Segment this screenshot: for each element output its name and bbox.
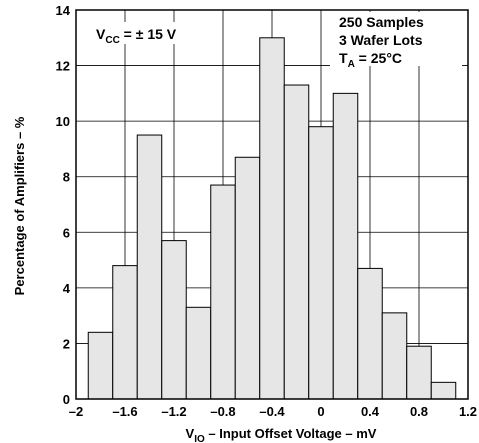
y-tick-label: 2 — [63, 336, 70, 351]
y-tick-label: 4 — [63, 281, 71, 296]
samples-note: 250 Samples — [339, 14, 424, 30]
histogram-bar — [210, 184, 236, 400]
histogram-bar — [308, 126, 334, 400]
vcc-backdrop — [92, 22, 214, 44]
x-tick-label: 1.2 — [459, 404, 477, 419]
x-tick-label: 0 — [317, 404, 324, 419]
x-tick-label: 0.8 — [410, 404, 428, 419]
x-tick-label: –2 — [69, 404, 83, 419]
x-tick-label: –0.8 — [210, 404, 235, 419]
histogram-bar — [87, 331, 114, 400]
wafer-lots-note: 3 Wafer Lots — [339, 32, 423, 48]
histogram-bar — [234, 156, 261, 400]
histogram-bar — [112, 265, 138, 400]
y-tick-label: 12 — [56, 59, 70, 74]
histogram-bar — [381, 312, 408, 400]
x-axis-title: VIO – Input Offset Voltage – mV — [186, 426, 377, 443]
histogram-bar — [161, 240, 187, 400]
y-tick-label: 6 — [63, 225, 70, 240]
x-tick-label: –1.6 — [112, 404, 137, 419]
x-tick-label: –1.2 — [161, 404, 186, 419]
y-tick-label: 0 — [63, 392, 70, 407]
x-tick-label: 0.4 — [361, 404, 380, 419]
y-tick-label: 10 — [56, 114, 70, 129]
histogram-bar — [430, 381, 457, 400]
histogram-bar — [406, 345, 432, 400]
y-tick-labels: 0 2 4 6 8 10 12 14 — [56, 3, 71, 407]
annotation-backdrop — [330, 12, 462, 66]
histogram-bar — [185, 306, 212, 400]
plot-frame — [75, 9, 469, 400]
y-tick-label: 14 — [56, 3, 71, 18]
bars — [87, 37, 457, 400]
temperature-note: TA = 25°C — [339, 50, 402, 70]
y-tick-label: 8 — [63, 170, 70, 185]
histogram-bar — [283, 84, 310, 400]
histogram-bar — [332, 92, 359, 400]
histogram-bar — [259, 37, 285, 400]
supply-voltage-note: VCC = ± 15 V — [96, 26, 177, 46]
histogram-bar — [136, 134, 163, 400]
x-tick-labels: –2 –1.6 –1.2 –0.8 –0.4 0 0.4 0.8 1.2 — [69, 404, 477, 419]
x-tick-label: –0.4 — [259, 404, 285, 419]
histogram-bar — [357, 267, 383, 400]
y-axis-title: Percentage of Amplifiers – % — [12, 116, 27, 295]
